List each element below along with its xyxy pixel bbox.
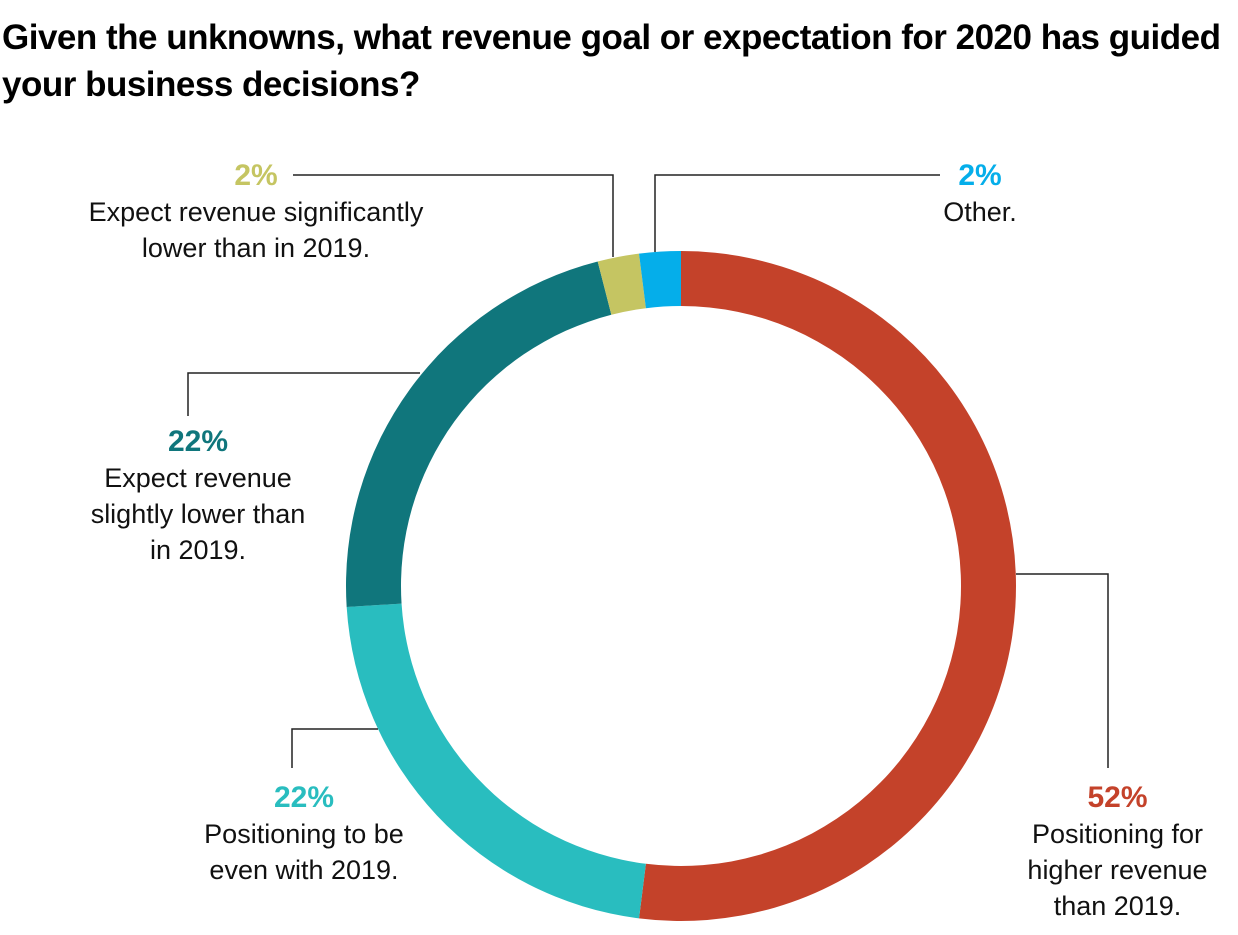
desc-even: Positioning to be even with 2019.	[204, 819, 404, 885]
label-other: 2% Other.	[900, 158, 1060, 230]
desc-higher: Positioning for higher revenue than 2019…	[1027, 819, 1208, 921]
desc-other: Other.	[943, 197, 1017, 227]
slice-even	[346, 603, 646, 919]
slice-slightly-lower	[346, 261, 612, 608]
label-significantly-lower: 2% Expect revenue significantly lower th…	[46, 158, 466, 266]
chart-title: Given the unknowns, what revenue goal or…	[2, 18, 1221, 104]
pct-significantly-lower: 2%	[234, 159, 278, 192]
leader-line-significantly-lower	[293, 174, 614, 257]
desc-significantly-lower: Expect revenue significantly lower than …	[88, 197, 424, 263]
leader-line-other	[654, 174, 940, 252]
pct-slightly-lower: 22%	[167, 425, 229, 458]
slice-higher	[639, 251, 1017, 922]
slice-other	[639, 251, 681, 309]
pct-higher: 52%	[1087, 781, 1148, 814]
slice-significantly-lower	[597, 253, 646, 315]
label-higher: 52% Positioning for higher revenue than …	[1000, 780, 1235, 924]
desc-slightly-lower: Expect revenue slightly lower than in 20…	[90, 463, 306, 565]
label-slightly-lower: 22% Expect revenue slightly lower than i…	[58, 424, 338, 568]
pct-even: 22%	[273, 781, 335, 814]
label-even: 22% Positioning to be even with 2019.	[174, 780, 434, 888]
leader-line-slightly-lower	[187, 372, 420, 416]
leader-line-even	[291, 728, 378, 768]
leader-line-higher	[1016, 573, 1109, 768]
pct-other: 2%	[958, 159, 1002, 192]
